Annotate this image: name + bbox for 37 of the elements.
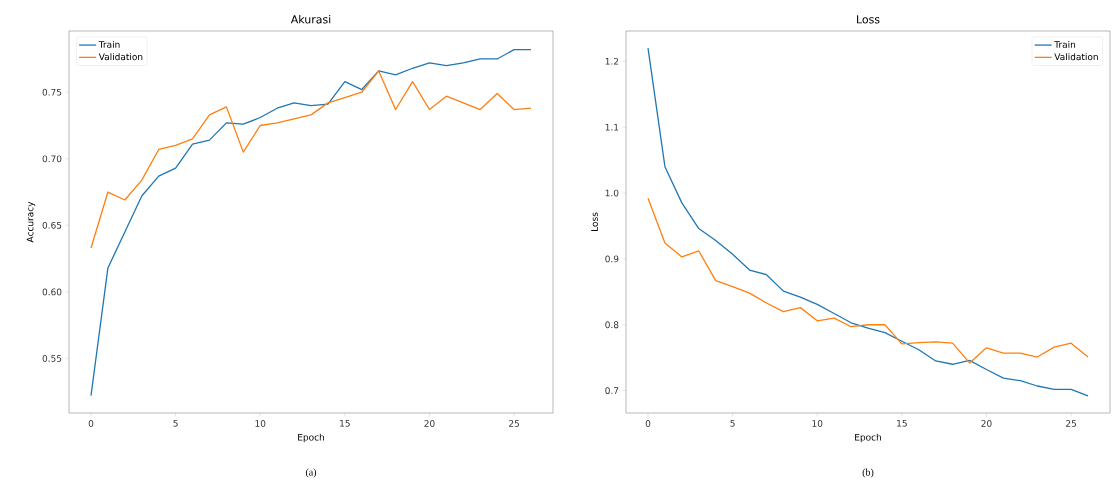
x-tick-label: 10 [812,420,823,427]
x-tick-label: 5 [173,420,178,427]
y-tick-label: 0.55 [42,355,62,362]
chart-title: Loss [857,15,880,24]
x-tick-label: 5 [730,420,735,427]
legend-label: Train [1054,40,1076,48]
x-tick-label: 15 [897,420,907,427]
chart-title: Akurasi [290,15,331,24]
legend-label: Validation [98,53,143,61]
x-tick-label: 20 [981,420,992,427]
y-tick-label: 0.9 [605,255,619,263]
text: (b) [862,468,874,478]
x-tick-label: 25 [1066,420,1077,427]
legend-label: Validation [1054,53,1098,61]
line-series [90,48,532,397]
y-tick-label: 0.65 [42,221,62,229]
x-tick-label: 0 [645,420,651,427]
y-tick-label: 1.1 [605,123,619,131]
x-axis-title: Epoch [298,433,324,443]
y-tick-label: 1.2 [605,57,619,65]
y-tick-label: 0.75 [42,88,62,96]
y-tick-label: 0.70 [42,155,62,163]
legend-label: Train [98,40,120,48]
x-axis-title: Epoch [855,433,881,443]
x-tick-label: 25 [509,420,519,427]
y-tick-label: 0.60 [42,288,62,296]
x-tick-label: 10 [255,420,266,427]
x-tick-label: 20 [424,420,435,427]
y-axis-title: Loss [591,212,598,231]
y-tick-label: 0.8 [605,321,619,329]
y-tick-label: 1.0 [605,189,619,197]
x-tick-label: 15 [340,420,350,427]
y-axis-title: Accuracy [26,201,36,243]
line-series [647,197,1089,364]
x-tick-label: 0 [88,420,94,427]
text: (a) [305,468,317,478]
y-tick-label: 0.7 [605,387,619,394]
